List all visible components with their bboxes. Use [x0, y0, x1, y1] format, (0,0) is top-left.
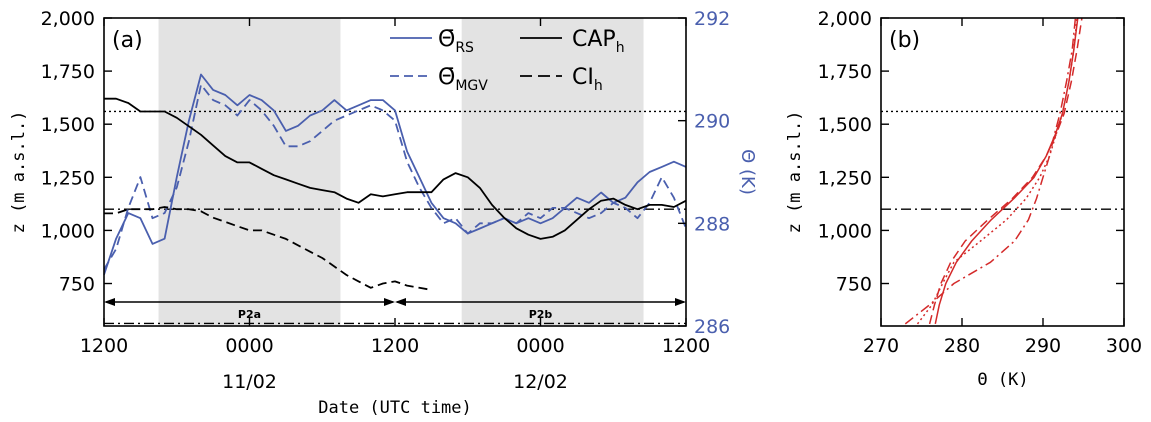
y-tick-label: 1,500	[41, 114, 95, 136]
date-label-1: 12/02	[513, 371, 568, 393]
y-tick-label-right: 286	[694, 316, 730, 338]
x-tick-label-b: 300	[1106, 335, 1142, 357]
y-tick-label: 1,250	[41, 167, 95, 189]
profile-line-2	[916, 17, 1078, 325]
panel-a: P2a P2b 1200 0000 1200 0000 1200 11/02 12/02 750…	[9, 8, 758, 418]
series-line-1	[103, 83, 687, 270]
x-tick-label-b: 270	[863, 335, 899, 357]
legend-label-rs: Θ̄RS	[438, 27, 474, 56]
y-tick-label-right: 288	[694, 213, 730, 235]
shaded-period-0	[158, 18, 341, 326]
y-tick-label-b: 750	[836, 274, 872, 296]
legend-symbol-cap: CAP	[572, 27, 616, 52]
panel-label-a: (a)	[112, 28, 143, 53]
period-label-1: P2b	[529, 308, 553, 321]
series-lines	[103, 73, 687, 291]
x-axis-title-b: Θ (K)	[977, 370, 1028, 390]
axis-ticks-b: 270 280 290 300 750 1,000 1,250 1,500 1,750 2,000	[818, 8, 1143, 357]
legend-label-cap: CAPh	[572, 27, 625, 56]
axis-ticks: 1200 0000 1200 0000 1200 11/02 12/02 750 1,000 1,…	[41, 8, 731, 393]
x-tick-label: 1200	[371, 335, 419, 357]
period-arrowhead-left-0	[104, 298, 115, 306]
legend-label-ci: CIh	[572, 65, 603, 94]
y-tick-label: 1,000	[41, 220, 95, 242]
x-axis-title: Date (UTC time)	[318, 398, 472, 418]
y-tick-label-b: 1,750	[818, 61, 872, 83]
date-label-0: 11/02	[222, 371, 277, 393]
legend: Θ̄RS Θ̄MGV CAPh CIh	[390, 27, 625, 94]
y-tick-label-right: 290	[694, 111, 730, 133]
x-tick-label: 0000	[225, 335, 273, 357]
period-arrowhead-right-1	[675, 298, 686, 306]
shaded-period-1	[461, 18, 644, 326]
x-tick-label: 1200	[80, 335, 128, 357]
legend-symbol-ci: CI	[572, 65, 594, 90]
profile-line-3	[904, 17, 1077, 325]
y-axis-title-b: z (m a.s.l.)	[785, 111, 805, 234]
plot-frame-b	[880, 17, 1125, 327]
series-line-3	[104, 206, 432, 291]
reference-lines-b	[881, 110, 1124, 210]
panel-b: 270 280 290 300 750 1,000 1,250 1,500 1,750 2,000…	[785, 8, 1142, 390]
x-tick-label: 1200	[662, 335, 710, 357]
profile-lines	[904, 17, 1083, 325]
period-label-0: P2a	[238, 308, 261, 321]
y-tick-label-b: 1,000	[818, 220, 872, 242]
y-tick-label-b: 1,500	[818, 114, 872, 136]
x-tick-label-b: 290	[1025, 335, 1061, 357]
series-line-2	[104, 97, 687, 240]
series-line-0	[103, 73, 687, 275]
y-tick-label: 750	[59, 274, 95, 296]
period-arrows: P2a P2b	[104, 298, 686, 321]
y-tick-label-right: 292	[694, 8, 730, 30]
legend-sub-ci: h	[594, 78, 603, 94]
legend-symbol-mgv: Θ̄	[438, 65, 455, 90]
legend-label-mgv: Θ̄MGV	[438, 65, 488, 94]
panel-label-b: (b)	[889, 28, 920, 53]
y-tick-label-b: 1,250	[818, 167, 872, 189]
y-tick-label-b: 2,000	[818, 8, 872, 30]
profile-line-1	[928, 17, 1083, 325]
y-axis-title-right: Θ (K)	[737, 149, 758, 195]
shaded-periods	[158, 18, 644, 326]
legend-symbol-rs: Θ̄	[438, 27, 455, 52]
legend-sub-cap: h	[616, 40, 625, 56]
y-tick-label: 2,000	[41, 8, 95, 30]
period-arrowhead-left-1	[395, 298, 406, 306]
x-tick-label-b: 280	[944, 335, 980, 357]
profile-line-0	[934, 17, 1079, 325]
x-tick-label: 0000	[516, 335, 564, 357]
y-axis-title: z (m a.s.l.)	[9, 111, 29, 234]
legend-sub-mgv: MGV	[455, 78, 488, 94]
period-arrowhead-right-0	[384, 298, 395, 306]
y-tick-label: 1,750	[41, 61, 95, 83]
legend-sub-rs: RS	[455, 40, 474, 56]
